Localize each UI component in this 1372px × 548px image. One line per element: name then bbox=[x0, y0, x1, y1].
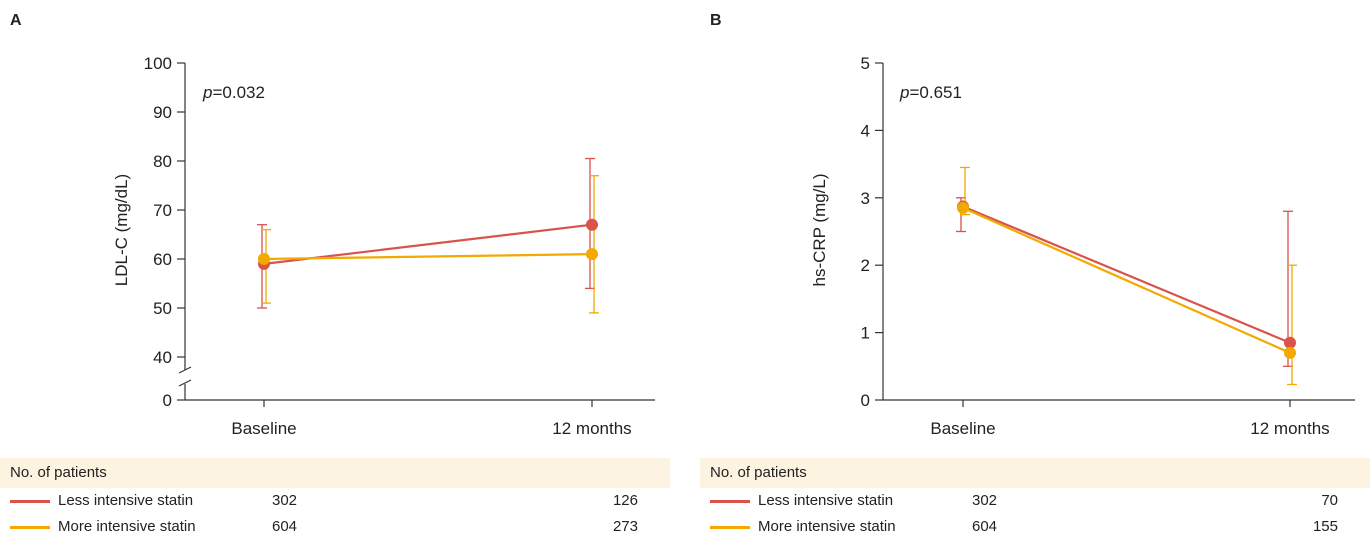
x-ticks: Baseline 12 months bbox=[930, 400, 1330, 438]
axis-break-mark bbox=[178, 366, 192, 387]
less-point bbox=[1284, 336, 1296, 349]
patients-table: No. of patients Less intensive statin 30… bbox=[700, 458, 1370, 540]
patients-row-more: More intensive statin 604 155 bbox=[700, 514, 1370, 540]
p-value: p=0.651 bbox=[899, 83, 962, 102]
more-error-bar bbox=[589, 175, 599, 314]
less-series-line bbox=[962, 205, 1291, 344]
y-tick-label: 1 bbox=[861, 324, 870, 343]
y-ticks: 5 4 3 2 1 0 bbox=[861, 54, 883, 410]
y-ticks: 100 90 80 70 60 50 40 0 bbox=[144, 54, 185, 410]
less-point bbox=[586, 218, 598, 231]
panel-label: B bbox=[710, 12, 722, 29]
patients-row-less: Less intensive statin 302 70 bbox=[700, 488, 1370, 514]
panel-b: B 5 4 3 2 1 0 Baseline 12 months hs-CRP (mg/L)… bbox=[700, 0, 1372, 548]
y-tick-label: 0 bbox=[861, 391, 870, 410]
x-tick-label: Baseline bbox=[930, 419, 995, 438]
p-value: p=0.032 bbox=[202, 83, 265, 102]
series-group bbox=[956, 166, 1297, 386]
ldl-chart: 100 90 80 70 60 50 40 0 Baseline 12 months LDL-C… bbox=[112, 54, 655, 438]
more-point bbox=[1284, 346, 1296, 359]
panel-a: A 100 90 80 70 60 50 40 0 Baseline 12 months LDL… bbox=[0, 0, 680, 548]
panel-label: A bbox=[10, 12, 22, 29]
x-tick-label: 12 months bbox=[1250, 419, 1329, 438]
y-tick-label: 80 bbox=[153, 152, 172, 171]
less-n-baseline: 302 bbox=[972, 492, 998, 509]
patients-row-less: Less intensive statin 302 126 bbox=[0, 488, 670, 514]
more-n-baseline: 604 bbox=[972, 518, 998, 535]
more-point bbox=[258, 253, 270, 265]
y-tick-label: 50 bbox=[153, 299, 172, 318]
x-tick-label: Baseline bbox=[231, 419, 296, 438]
more-n-12m: 155 bbox=[1312, 518, 1338, 535]
patients-table: No. of patients Less intensive statin 30… bbox=[0, 458, 670, 540]
y-axis-title: hs-CRP (mg/L) bbox=[810, 173, 829, 286]
y-tick-label: 3 bbox=[861, 189, 870, 208]
less-swatch bbox=[710, 500, 750, 503]
patients-header: No. of patients bbox=[0, 458, 670, 488]
patients-row-more: More intensive statin 604 273 bbox=[0, 514, 670, 540]
legend-more-label: More intensive statin bbox=[758, 518, 896, 535]
y-tick-label: 70 bbox=[153, 201, 172, 220]
y-tick-label: 0 bbox=[163, 391, 172, 410]
more-error-bar bbox=[1287, 264, 1297, 386]
y-tick-label: 100 bbox=[144, 54, 172, 73]
y-axis-title: LDL-C (mg/dL) bbox=[112, 174, 131, 286]
x-tick-label: 12 months bbox=[552, 419, 631, 438]
more-n-12m: 273 bbox=[612, 518, 638, 535]
y-tick-label: 4 bbox=[861, 121, 870, 140]
more-swatch bbox=[10, 526, 50, 529]
less-n-12m: 70 bbox=[1321, 492, 1338, 509]
less-swatch bbox=[10, 500, 50, 503]
legend-more-label: More intensive statin bbox=[58, 518, 196, 535]
series-group bbox=[257, 157, 599, 314]
legend-less-label: Less intensive statin bbox=[758, 492, 894, 509]
less-n-baseline: 302 bbox=[272, 492, 298, 509]
y-tick-label: 40 bbox=[153, 348, 172, 367]
patients-header: No. of patients bbox=[700, 458, 1370, 488]
y-tick-label: 5 bbox=[861, 54, 870, 73]
y-tick-label: 2 bbox=[861, 256, 870, 275]
more-swatch bbox=[710, 526, 750, 529]
more-point bbox=[957, 201, 969, 214]
legend-less-label: Less intensive statin bbox=[58, 492, 194, 509]
more-n-baseline: 604 bbox=[272, 518, 298, 535]
x-ticks: Baseline 12 months bbox=[231, 400, 632, 438]
hscrp-chart: 5 4 3 2 1 0 Baseline 12 months hs-CRP (mg/L) p… bbox=[810, 54, 1355, 438]
more-series-line bbox=[962, 206, 1291, 354]
less-n-12m: 126 bbox=[612, 492, 638, 509]
more-point bbox=[586, 248, 598, 261]
y-tick-label: 90 bbox=[153, 103, 172, 122]
more-series-line bbox=[263, 253, 593, 261]
y-tick-label: 60 bbox=[153, 250, 172, 269]
